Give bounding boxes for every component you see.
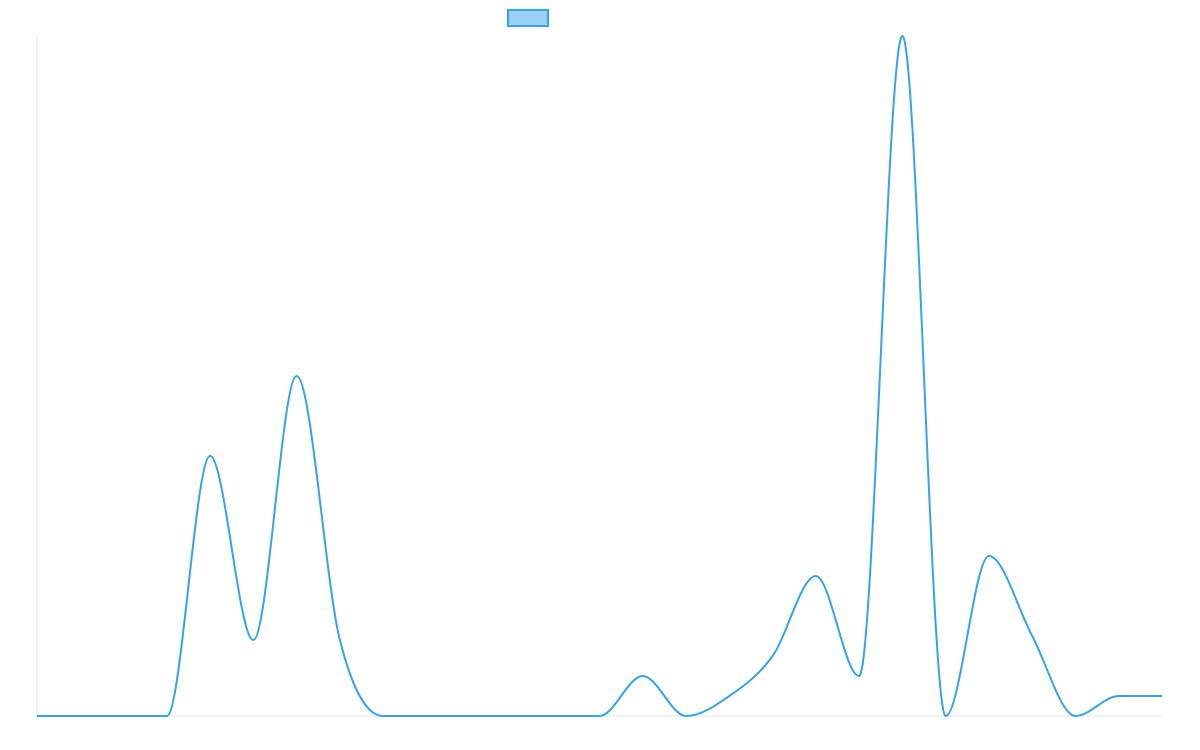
legend-swatch[interactable]: [507, 9, 549, 27]
series-layer: [37, 35, 1162, 717]
series-line-0: [37, 35, 1162, 717]
legend[interactable]: [507, 9, 549, 27]
axes-layer: [36, 36, 1162, 717]
